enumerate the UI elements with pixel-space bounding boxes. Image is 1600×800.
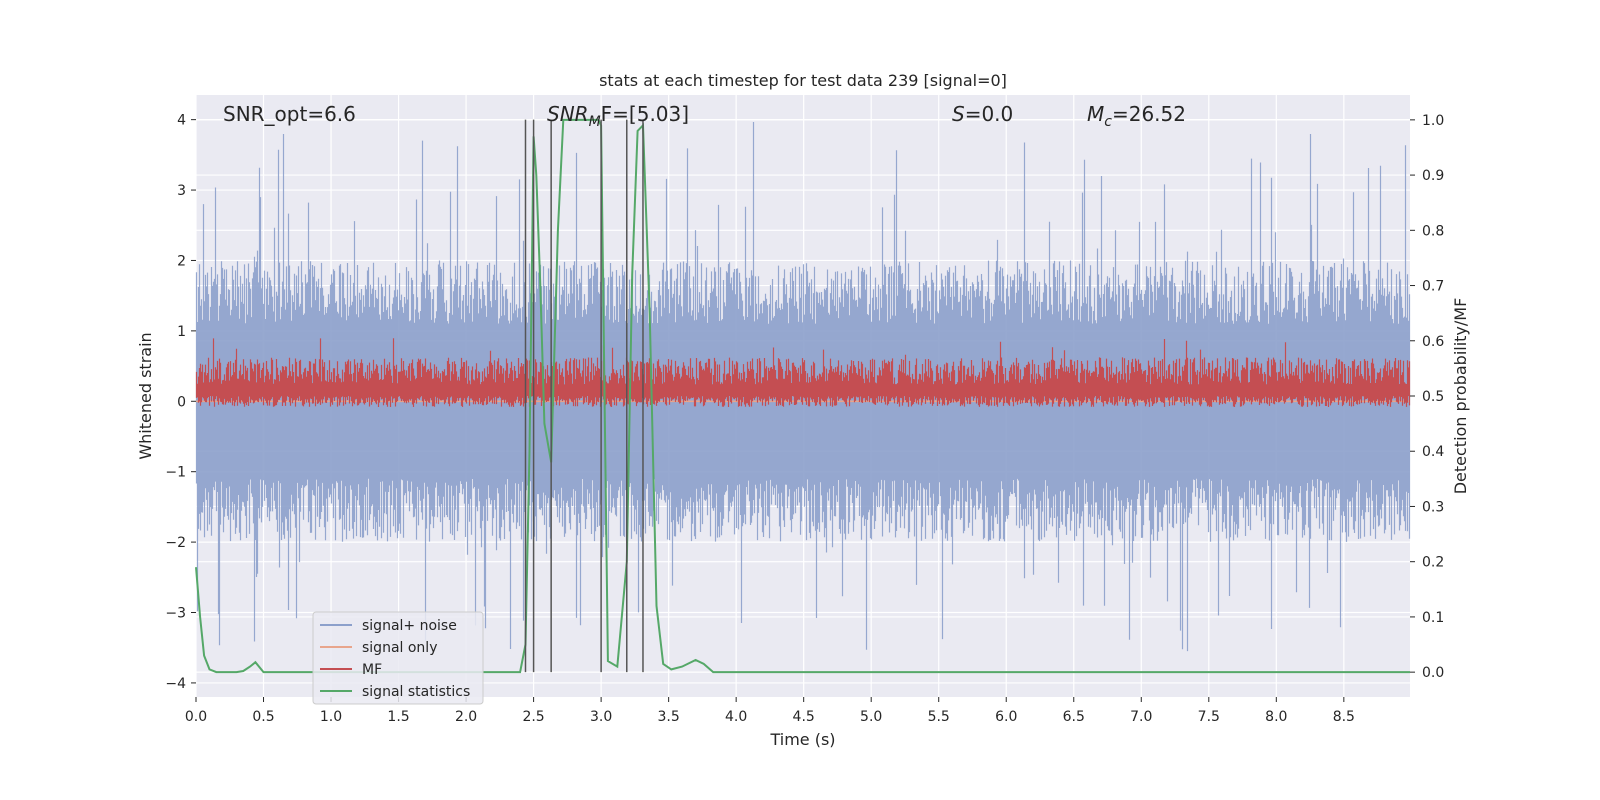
snr-opt-annotation: SNR_opt=6.6 [223,102,356,126]
x-tick-label: 8.0 [1265,709,1287,725]
y-right-tick-label: 0.3 [1422,499,1444,515]
x-tick-label: 6.0 [995,709,1017,725]
legend: signal+ noise signal only MF signal statist… [312,611,484,705]
x-tick-label: 1.0 [320,709,342,725]
x-tick-label: 4.0 [725,709,747,725]
y-left-tick-label: −4 [165,676,186,692]
y-left-tick-label: −1 [165,465,186,481]
y-left-tick-label: −3 [165,606,186,622]
x-tick-label: 5.0 [860,709,882,725]
legend-label: signal+ noise [362,618,457,634]
chart-title: stats at each timestep for test data 239… [599,71,1007,90]
x-tick-label: 6.5 [1063,709,1085,725]
y-right-tick-label: 0.8 [1422,223,1444,239]
x-tick-label: 1.5 [387,709,409,725]
mc-var: M [1087,102,1104,126]
y-right-tick-label: 0.6 [1422,334,1444,350]
mc-annotation: Mc=26.52 [1087,102,1186,130]
vertical-markers [524,119,644,673]
y-right-tick-label: 0.1 [1422,610,1444,626]
y-axis-right-ticks: 1.0 0.9 0.8 0.7 0.6 0.5 0.4 0.3 0.2 0.1 0.0 [1410,113,1444,681]
y-right-tick-label: 0.4 [1422,444,1444,460]
x-axis-ticks: 0.0 0.5 1.0 1.5 2.0 2.5 3.0 3.5 4.0 4.5 5.0 5.5 6.0 6… [185,697,1355,725]
x-tick-label: 2.0 [455,709,477,725]
s-rest: =0.0 [965,102,1014,126]
series-layer [195,118,1411,674]
y-axis-left-label: Whitened strain [136,332,155,459]
legend-label: signal statistics [362,684,470,700]
mc-sub: c [1104,114,1112,130]
x-tick-label: 7.5 [1198,709,1220,725]
snr-mf-rest: F=[5.03] [601,102,689,126]
x-axis-label: Time (s) [769,730,835,749]
x-tick-label: 8.5 [1333,709,1355,725]
s-annotation: S=0.0 [952,102,1013,126]
y-left-tick-label: 2 [177,253,186,269]
y-axis-right-label: Detection probability/MF [1451,298,1470,495]
snr-mf-base: SNR [547,102,589,126]
legend-box [312,611,484,705]
y-right-tick-label: 0.9 [1422,168,1444,184]
x-tick-label: 0.0 [185,709,207,725]
x-tick-label: 2.5 [522,709,544,725]
x-tick-label: 7.0 [1130,709,1152,725]
x-tick-label: 4.5 [793,709,815,725]
x-tick-label: 0.5 [252,709,274,725]
x-tick-label: 5.5 [928,709,950,725]
x-tick-label: 3.5 [658,709,680,725]
y-axis-left-ticks: 4 3 2 1 0 −1 −2 −3 −4 [165,113,196,692]
y-right-tick-label: 0.7 [1422,279,1444,295]
y-left-tick-label: −2 [165,535,186,551]
mc-rest: =26.52 [1112,102,1186,126]
s-var: S [952,102,965,126]
y-right-tick-label: 0.2 [1422,555,1444,571]
y-right-tick-label: 0.5 [1422,389,1444,405]
x-tick-label: 3.0 [590,709,612,725]
y-left-tick-label: 3 [177,183,186,199]
y-left-tick-label: 4 [177,113,186,129]
snr-mf-sub: M [589,114,601,130]
snr-mf-annotation: SNRMF=[5.03] [547,102,689,130]
legend-label: MF [362,662,382,678]
y-left-tick-label: 0 [177,394,186,410]
y-right-tick-label: 1.0 [1422,113,1444,129]
legend-label: signal only [362,640,437,656]
series-signal-statistics [195,118,1410,674]
y-right-tick-label: 0.0 [1422,665,1444,681]
y-left-tick-label: 1 [177,324,186,340]
